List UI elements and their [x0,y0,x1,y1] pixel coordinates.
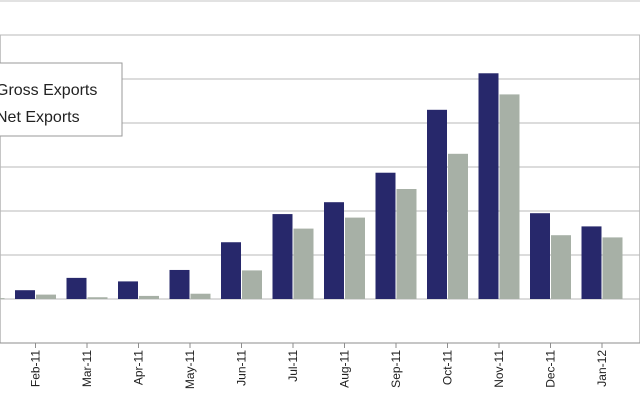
bar-gross-jan-12 [581,226,602,299]
bar-gross-nov-11 [478,73,499,299]
bar-gross-sep-11 [375,172,396,299]
bar-gross-dec-11 [530,213,550,299]
bar-gross-mar-11 [66,277,87,299]
bar-gross-oct-11 [427,109,447,299]
bar-net-apr-11 [139,295,159,299]
bar-gross-may-11 [169,269,190,299]
bar-net-dec-11 [551,235,571,299]
x-tick-label-mar-11: Mar-11 [80,350,94,387]
x-tick-label-sep-11: Sep-11 [389,350,403,388]
x-tick-label-aug-11: Aug-11 [338,350,352,388]
x-tick-label-may-11: May-11 [183,350,197,389]
legend: Gross Exports Net Exports [0,62,123,137]
bar-net-aug-11 [345,217,365,299]
legend-label-net-exports: Net Exports [0,109,80,126]
bar-net-sep-11 [396,189,417,299]
x-tick-label-jan-12: Jan-12 [595,350,609,387]
bar-gross-jun-11 [221,242,241,299]
bar-net-feb-11 [36,294,56,299]
bar-net-jul-11 [293,228,314,299]
bar-net-jan-12 [602,237,623,299]
x-tick-label-jul-11: Jul-11 [286,350,300,382]
bar-gross-feb-11 [15,290,35,299]
bars [0,73,623,300]
x-tick-label-jun-11: Jun-11 [235,350,249,386]
x-tick-labels: Jan-11Feb-11Mar-11Apr-11May-11Jun-11Jul-… [29,343,609,389]
bar-net-may-11 [190,293,211,299]
legend-label-gross-exports: Gross Exports [0,82,97,99]
bar-net-jan-11 [0,298,5,300]
bar-net-nov-11 [499,94,520,300]
x-tick-label-feb-11: Feb-11 [29,350,43,387]
bar-net-oct-11 [448,153,468,299]
bar-gross-jul-11 [272,214,293,299]
bar-net-jun-11 [242,270,262,299]
bar-gross-apr-11 [118,281,138,299]
bar-net-mar-11 [87,297,108,299]
x-tick-label-dec-11: Dec-11 [544,350,558,388]
x-tick-label-nov-11: Nov-11 [492,350,506,388]
legend-box [0,62,123,137]
x-tick-label-oct-11: Oct-11 [441,350,455,385]
bar-gross-aug-11 [324,202,344,299]
x-tick-label-apr-11: Apr-11 [132,350,146,385]
